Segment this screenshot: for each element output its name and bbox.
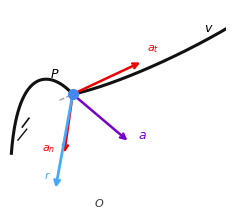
- Text: $O$: $O$: [94, 197, 104, 209]
- Text: $a_n$: $a_n$: [42, 143, 55, 155]
- Text: $r$: $r$: [44, 170, 51, 181]
- Text: $P$: $P$: [50, 68, 60, 81]
- Text: $a_t$: $a_t$: [147, 43, 159, 55]
- Text: $v$: $v$: [204, 22, 214, 35]
- Text: $a$: $a$: [138, 129, 147, 142]
